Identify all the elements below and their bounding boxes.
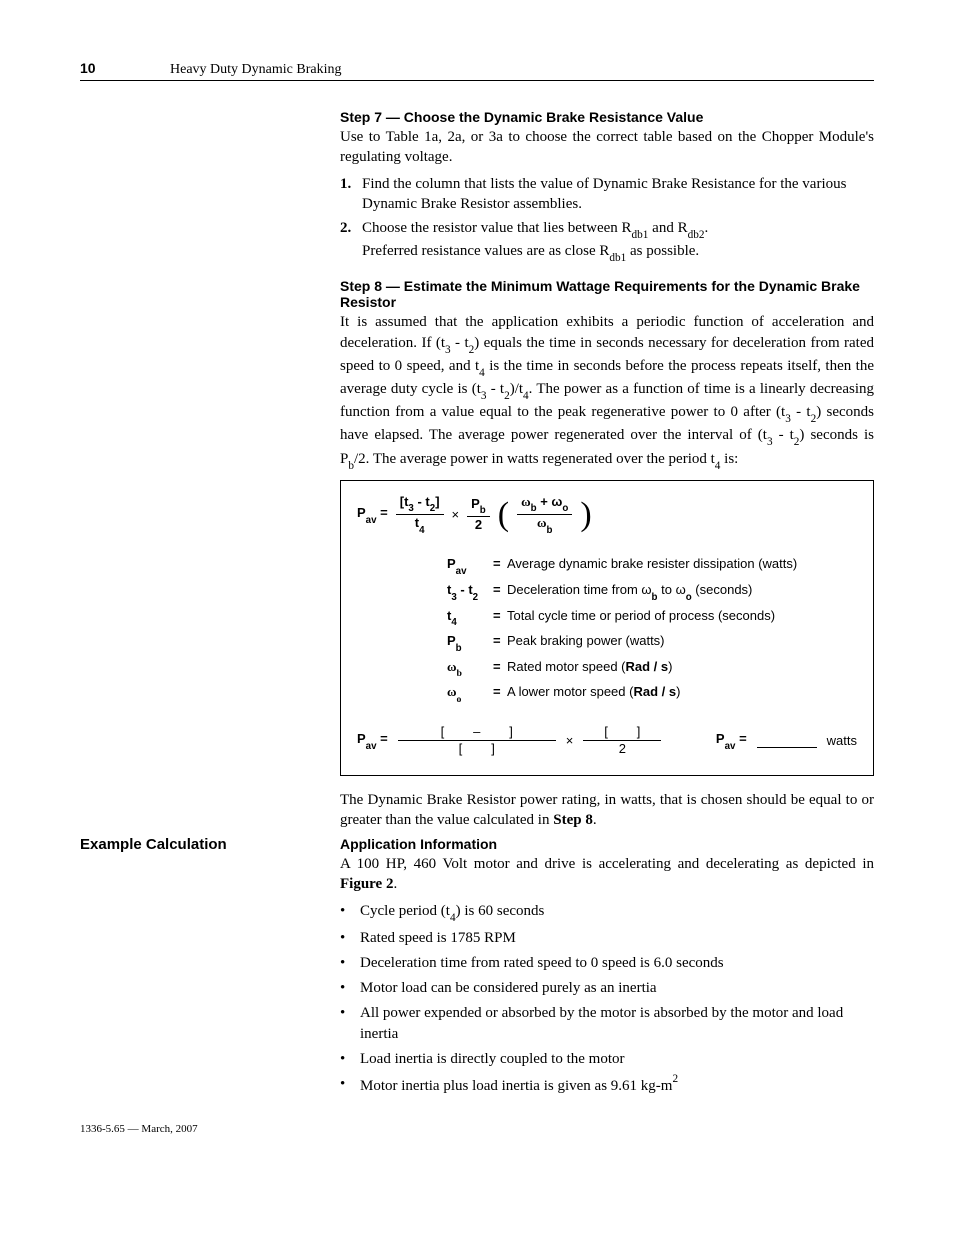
- page-header: 10 Heavy Duty Dynamic Braking: [80, 60, 874, 81]
- definitions: Pav = Average dynamic brake resister dis…: [447, 556, 857, 703]
- application-info-heading: Application Information: [340, 836, 874, 852]
- pav-symbol: Pav =: [357, 505, 388, 524]
- pav-symbol: Pav =: [357, 731, 388, 750]
- worksheet-fraction-1: [ – ] [ ]: [398, 725, 556, 757]
- list-item: 2. Choose the resistor value that lies b…: [340, 218, 874, 264]
- def-row: ωo = A lower motor speed (Rad / s): [447, 684, 857, 703]
- step7-intro: Use to Table 1a, 2a, or 3a to choose the…: [340, 127, 874, 168]
- list-item: •Deceleration time from rated speed to 0…: [340, 953, 874, 974]
- def-row: t3 - t2 = Deceleration time from ωb to ω…: [447, 582, 857, 601]
- fraction-2: Pb 2: [467, 497, 490, 533]
- item-number: 1.: [340, 174, 362, 215]
- example-section: Example Calculation Application Informat…: [80, 836, 874, 1097]
- bullet-icon: •: [340, 901, 360, 925]
- def-row: Pav = Average dynamic brake resister dis…: [447, 556, 857, 575]
- main-content: Step 7 — Choose the Dynamic Brake Resist…: [340, 109, 874, 830]
- list-item: 1. Find the column that lists the value …: [340, 174, 874, 215]
- list-item: •Load inertia is directly coupled to the…: [340, 1049, 874, 1070]
- worksheet-row: Pav = [ – ] [ ] × [ ] 2 Pav = watts: [357, 725, 857, 757]
- def-row: ωb = Rated motor speed (Rad / s): [447, 659, 857, 678]
- open-paren-icon: (: [498, 501, 509, 528]
- item-text: Choose the resistor value that lies betw…: [362, 218, 708, 264]
- fraction-1: [t3 - t2] t4: [396, 495, 444, 535]
- page: 10 Heavy Duty Dynamic Braking Step 7 — C…: [0, 0, 954, 1175]
- list-item: •Motor load can be considered purely as …: [340, 978, 874, 999]
- bullet-icon: •: [340, 978, 360, 999]
- item-text: Find the column that lists the value of …: [362, 174, 874, 215]
- blank-input[interactable]: [757, 734, 817, 748]
- page-number: 10: [80, 60, 170, 76]
- step8-paragraph: It is assumed that the application exhib…: [340, 312, 874, 471]
- formula-main: Pav = [t3 - t2] t4 × Pb 2 ( ωb + ωo ωb ): [357, 495, 857, 535]
- def-row: Pb = Peak braking power (watts): [447, 633, 857, 652]
- footer: 1336-5.65 — March, 2007: [80, 1123, 874, 1135]
- example-side-heading: Example Calculation: [80, 836, 227, 853]
- item-number: 2.: [340, 218, 362, 264]
- formula-box: Pav = [t3 - t2] t4 × Pb 2 ( ωb + ωo ωb ): [340, 480, 874, 776]
- list-item: •Rated speed is 1785 RPM: [340, 928, 874, 949]
- after-box-text: The Dynamic Brake Resistor power rating,…: [340, 790, 874, 831]
- fraction-3: ωb + ωo ωb: [517, 495, 572, 535]
- worksheet-fraction-2: [ ] 2: [583, 725, 661, 757]
- bullet-icon: •: [340, 928, 360, 949]
- times-symbol: ×: [452, 507, 460, 522]
- list-item: •All power expended or absorbed by the m…: [340, 1003, 874, 1045]
- bullet-icon: •: [340, 953, 360, 974]
- bullet-icon: •: [340, 1003, 360, 1045]
- step7-heading: Step 7 — Choose the Dynamic Brake Resist…: [340, 109, 874, 125]
- bullet-list: •Cycle period (t4) is 60 seconds •Rated …: [340, 901, 874, 1098]
- bullet-icon: •: [340, 1074, 360, 1097]
- list-item: •Cycle period (t4) is 60 seconds: [340, 901, 874, 925]
- pav-result: Pav =: [716, 731, 747, 750]
- list-item: •Motor inertia plus load inertia is give…: [340, 1074, 874, 1097]
- bullet-icon: •: [340, 1049, 360, 1070]
- step7-list: 1. Find the column that lists the value …: [340, 174, 874, 265]
- header-title: Heavy Duty Dynamic Braking: [170, 62, 341, 78]
- def-row: t4 = Total cycle time or period of proce…: [447, 608, 857, 627]
- close-paren-icon: ): [580, 501, 591, 528]
- step8-heading: Step 8 — Estimate the Minimum Wattage Re…: [340, 278, 874, 310]
- example-intro: A 100 HP, 460 Volt motor and drive is ac…: [340, 854, 874, 895]
